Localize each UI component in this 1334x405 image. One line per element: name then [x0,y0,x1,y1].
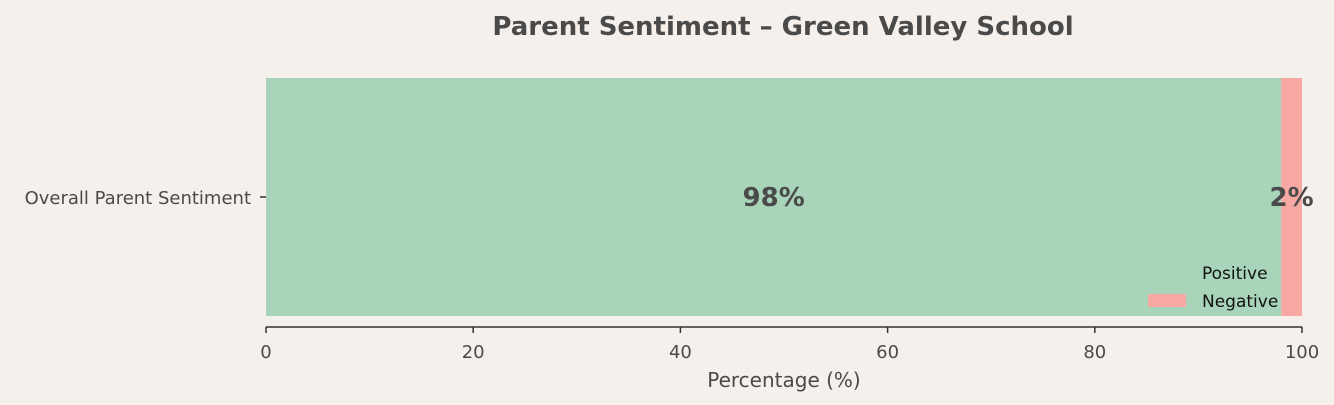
legend-swatch-positive [1148,266,1186,279]
legend-label-negative: Negative [1202,292,1278,312]
legend-swatch-negative [1148,294,1186,307]
y-tick-label: Overall Parent Sentiment [25,188,251,209]
x-tick-label: 80 [1083,342,1106,363]
legend: Positive Negative [1148,264,1278,312]
x-tick-label: 100 [1285,342,1319,363]
data-label-negative: 2% [1270,183,1314,213]
x-tick-label: 0 [260,342,271,363]
bars-group: 98% 2% [266,78,1314,316]
legend-label-positive: Positive [1202,264,1268,284]
bar-positive [266,78,1282,316]
bar-negative [1281,78,1302,316]
chart-title: Parent Sentiment – Green Valley School [492,12,1073,42]
x-tick-label: 60 [876,342,899,363]
x-tick-label: 40 [669,342,692,363]
x-axis: 0 20 40 60 80 100 [260,326,1319,363]
x-tick-label: 20 [462,342,485,363]
y-axis: Overall Parent Sentiment [25,188,266,209]
x-axis-label: Percentage (%) [707,368,860,392]
data-label-positive: 98% [743,183,805,213]
